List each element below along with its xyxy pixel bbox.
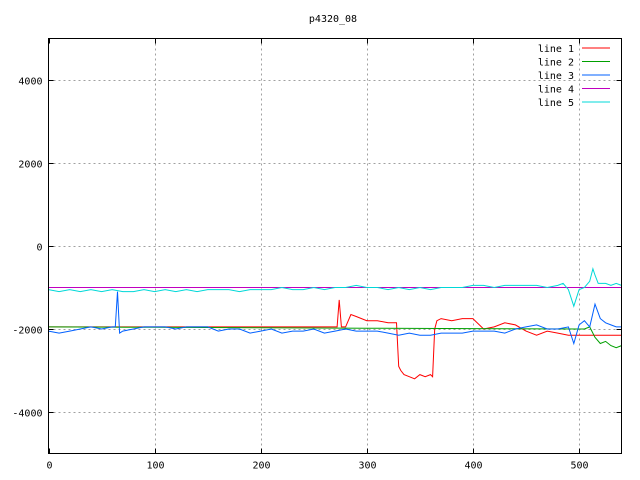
- x-tick-label: 0: [46, 461, 52, 472]
- y-tick-label: 4000: [18, 77, 42, 88]
- y-tick-label: -4000: [12, 409, 42, 420]
- axis-ticks: 0 100 200 300 400 500 -4000 -2000 0 2000 4000: [12, 38, 622, 472]
- legend-label: line 2: [538, 58, 574, 69]
- x-tick-label: 300: [358, 461, 376, 472]
- x-tick-label: 400: [464, 461, 482, 472]
- legend-label: line 4: [538, 85, 574, 96]
- x-tick-label: 200: [252, 461, 270, 472]
- legend-label: line 1: [538, 44, 574, 55]
- legend-label: line 5: [538, 98, 574, 109]
- series-line-2: [48, 326, 622, 349]
- x-tick-label: 500: [570, 461, 588, 472]
- chart-title: p4320_08: [309, 14, 357, 25]
- series-lines: [48, 267, 622, 380]
- series-line-1: [48, 299, 622, 380]
- x-tick-label: 100: [146, 461, 164, 472]
- grid: [48, 38, 622, 454]
- y-tick-label: 2000: [18, 160, 42, 171]
- series-line-3: [48, 291, 622, 346]
- y-tick-label: -2000: [12, 326, 42, 337]
- series-line-5: [48, 267, 622, 308]
- y-tick-label: 0: [36, 243, 42, 254]
- legend-label: line 3: [538, 71, 574, 82]
- legend: line 1 line 2 line 3 line 4 line 5: [538, 44, 610, 109]
